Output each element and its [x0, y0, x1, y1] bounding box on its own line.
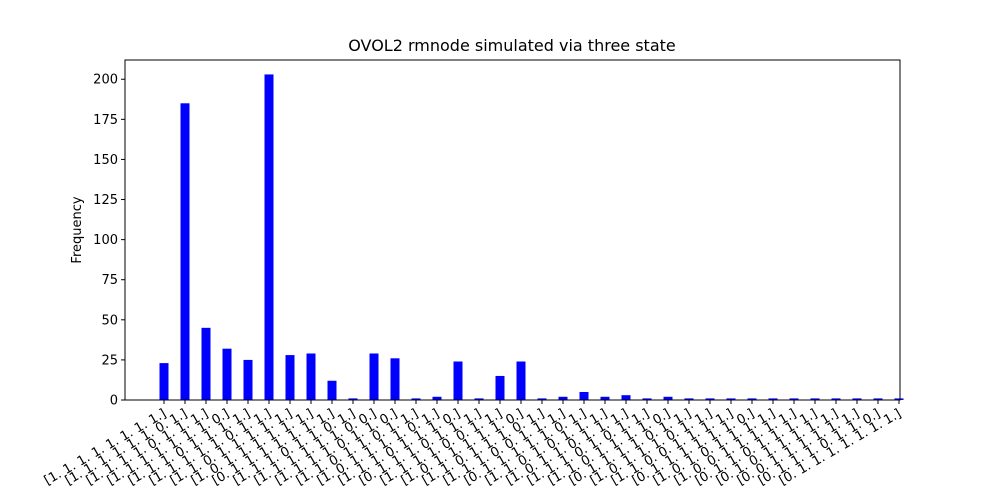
- bar: [873, 398, 883, 400]
- bar: [495, 375, 505, 400]
- bar: [369, 353, 379, 400]
- bar: [747, 398, 757, 400]
- bar: [684, 398, 694, 400]
- y-tick-label: 125: [93, 193, 118, 208]
- chart-title: OVOL2 rmnode simulated via three state: [348, 36, 676, 55]
- bar: [663, 396, 673, 400]
- bar: [516, 361, 526, 400]
- plot-frame: [124, 59, 901, 401]
- bar: [894, 398, 904, 400]
- bar: [243, 359, 253, 400]
- bar: [453, 361, 463, 400]
- bar: [264, 74, 274, 401]
- y-tick-label: 175: [93, 113, 118, 128]
- bar: [306, 353, 316, 400]
- bar: [348, 398, 358, 400]
- bar: [768, 398, 778, 400]
- bar: [474, 398, 484, 400]
- bar: [852, 398, 862, 400]
- bar: [705, 398, 715, 400]
- y-tick-label: 100: [93, 233, 118, 248]
- y-tick-label: 25: [101, 353, 118, 368]
- bar: [810, 398, 820, 400]
- y-axis-ticks: 0 25 50 75 100 125 150 175 200: [93, 73, 125, 409]
- y-tick-label: 200: [93, 73, 118, 88]
- bar: [222, 348, 232, 400]
- bar: [411, 398, 421, 400]
- bar: [201, 327, 211, 400]
- bar: [600, 396, 610, 400]
- bar: [159, 363, 169, 400]
- y-axis-label: Frequency: [70, 196, 85, 263]
- y-tick-label: 75: [101, 273, 118, 288]
- bar: [831, 398, 841, 400]
- bar: [621, 395, 631, 400]
- bar: [327, 380, 337, 400]
- y-tick-label: 150: [93, 153, 118, 168]
- bar: [180, 103, 190, 401]
- bar: [432, 396, 442, 400]
- y-tick-label: 50: [101, 313, 118, 328]
- bar: [579, 391, 589, 400]
- bar: [726, 398, 736, 400]
- y-tick-label: 0: [110, 394, 118, 409]
- bar: [537, 398, 547, 400]
- bar: [285, 355, 295, 400]
- bar: [642, 398, 652, 400]
- bar: [558, 396, 568, 400]
- bar-group: [159, 74, 904, 401]
- bar: [789, 398, 799, 400]
- bar: [390, 358, 400, 400]
